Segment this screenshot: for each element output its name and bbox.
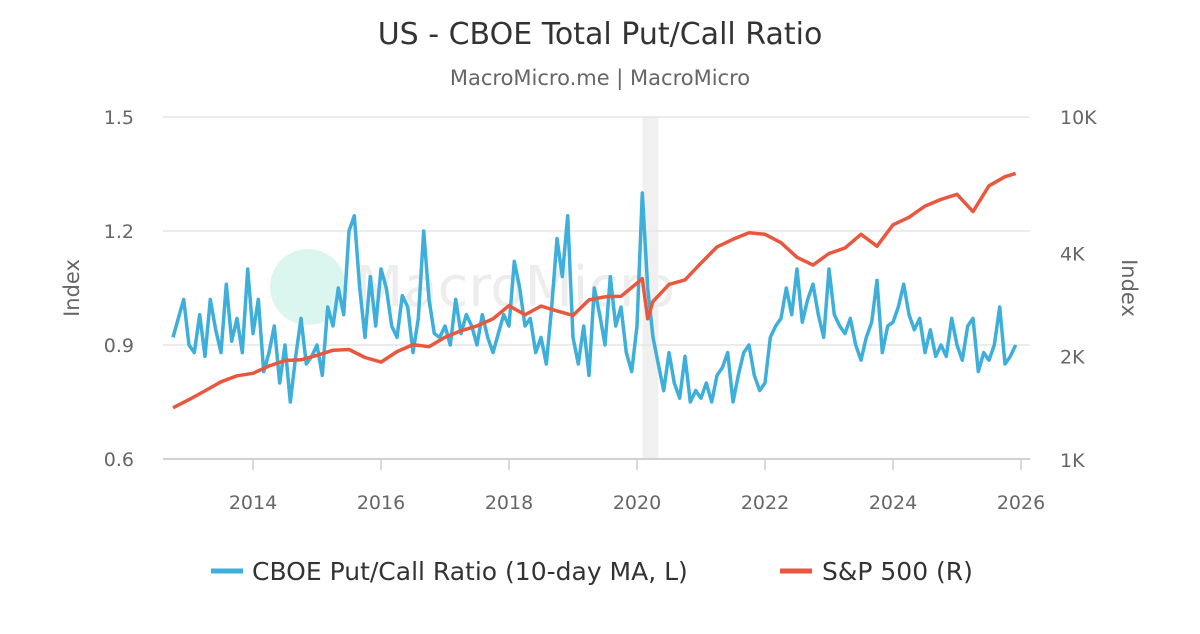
y-left-tick-label: 0.9	[104, 335, 134, 357]
y-right-tick-label: 4K	[1060, 243, 1085, 265]
x-tick-label: 2020	[613, 492, 661, 514]
x-tick-label: 2026	[997, 492, 1045, 514]
chart-title: US - CBOE Total Put/Call Ratio	[378, 17, 823, 52]
legend-item-sp500[interactable]: S&P 500 (R)	[780, 557, 973, 586]
y-right-tick-label: 2K	[1060, 347, 1085, 369]
x-tick-label: 2024	[869, 492, 917, 514]
y-axis-right-label: Index	[1117, 259, 1141, 317]
y-left-tick-label: 0.6	[104, 449, 134, 471]
legend-item-put-call[interactable]: CBOE Put/Call Ratio (10-day MA, L)	[211, 557, 688, 586]
y-axis-left-label: Index	[60, 259, 84, 317]
y-left-tick-label: 1.2	[104, 221, 134, 243]
chart-subtitle: MacroMicro.me | MacroMicro	[450, 66, 750, 91]
series-line-sp500	[172, 171, 1017, 410]
shaded-period	[642, 117, 659, 459]
legend-label-sp500: S&P 500 (R)	[822, 557, 973, 586]
x-tick-label: 2022	[741, 492, 789, 514]
x-tick-label: 2016	[357, 492, 405, 514]
legend: CBOE Put/Call Ratio (10-day MA, L) S&P 5…	[211, 557, 973, 586]
y-right-tick-label: 10K	[1060, 107, 1097, 129]
x-tick-label: 2014	[229, 492, 277, 514]
legend-label-put-call: CBOE Put/Call Ratio (10-day MA, L)	[252, 557, 688, 586]
y-right-tick-label: 1K	[1060, 450, 1085, 472]
x-tick-label: 2018	[485, 492, 533, 514]
y-left-tick-label: 1.5	[104, 107, 134, 129]
series-line-put-call	[171, 191, 1018, 404]
